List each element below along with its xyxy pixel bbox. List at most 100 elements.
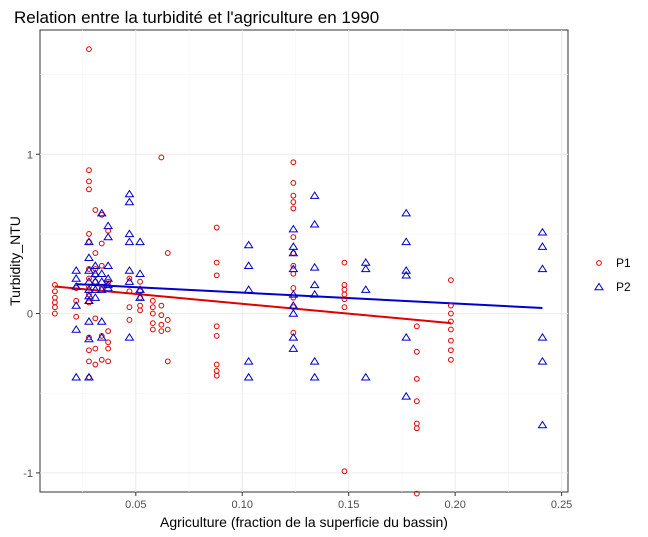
data-point-p2 xyxy=(135,293,145,301)
data-point-p2 xyxy=(124,266,135,274)
data-point-p1 xyxy=(413,425,420,432)
legend: P1 P2 xyxy=(594,256,631,294)
data-point-p1 xyxy=(213,224,220,231)
data-point-p1 xyxy=(98,211,105,218)
data-point-p1 xyxy=(164,326,171,333)
data-point-p2 xyxy=(309,356,320,365)
data-point-p2 xyxy=(288,248,299,257)
data-point-p1 xyxy=(73,285,80,291)
data-point-p2 xyxy=(84,277,94,285)
data-point-p1 xyxy=(52,281,58,288)
data-point-p1 xyxy=(448,302,454,309)
data-point-p2 xyxy=(71,372,82,381)
legend-label-p2: P2 xyxy=(616,280,631,294)
data-point-p1 xyxy=(448,310,454,317)
data-point-p1 xyxy=(92,315,99,322)
panel-border xyxy=(39,29,569,493)
y-tick-label: 0 xyxy=(27,309,33,321)
data-point-p2 xyxy=(124,332,135,341)
data-point-p1 xyxy=(290,180,297,186)
data-point-p2 xyxy=(243,261,254,269)
trend-line-p1 xyxy=(54,285,451,325)
data-point-p1 xyxy=(413,323,420,330)
data-point-p1 xyxy=(149,320,156,327)
data-point-p1 xyxy=(86,299,92,306)
data-point-p2 xyxy=(401,237,412,246)
data-point-p2 xyxy=(243,372,254,381)
data-point-p1 xyxy=(98,262,105,269)
data-point-p1 xyxy=(105,328,112,334)
data-point-p2 xyxy=(288,309,299,317)
data-point-p1 xyxy=(341,259,348,266)
data-point-p1 xyxy=(448,337,454,344)
data-point-p2 xyxy=(135,237,145,246)
data-point-p1 xyxy=(413,348,420,355)
data-point-p2 xyxy=(360,264,371,273)
data-point-p1 xyxy=(105,345,112,352)
y-tick-label: -1 xyxy=(23,468,33,480)
data-point-p2 xyxy=(103,261,114,269)
data-point-p1 xyxy=(413,490,420,497)
data-point-p1 xyxy=(158,302,165,309)
data-point-p1 xyxy=(448,277,454,284)
data-point-p1 xyxy=(413,398,420,405)
data-point-p1 xyxy=(448,326,454,333)
data-point-p1 xyxy=(341,304,348,311)
data-point-p2 xyxy=(124,229,135,238)
data-point-p1 xyxy=(290,199,297,205)
data-point-p1 xyxy=(158,312,165,319)
y-axis: -1 0 1 xyxy=(23,149,40,480)
data-point-p2 xyxy=(135,285,145,293)
data-point-p2 xyxy=(96,269,107,277)
data-point-p2 xyxy=(71,266,82,274)
data-point-p1 xyxy=(86,167,92,174)
data-point-p1 xyxy=(158,328,165,334)
data-point-p1 xyxy=(213,323,220,330)
data-point-p2 xyxy=(90,285,101,293)
data-point-p2 xyxy=(537,227,548,236)
data-point-p1 xyxy=(105,339,112,346)
data-point-p2 xyxy=(90,261,101,269)
data-point-p2 xyxy=(103,232,114,241)
plot-panel xyxy=(39,29,569,497)
data-point-p2 xyxy=(84,291,94,300)
data-point-p2 xyxy=(243,285,254,293)
data-point-p2 xyxy=(90,269,101,277)
data-point-p1 xyxy=(290,159,297,166)
data-points xyxy=(52,46,548,497)
legend-key-p2 xyxy=(594,282,604,291)
data-point-p1 xyxy=(73,313,80,320)
data-point-p1 xyxy=(290,329,297,336)
data-point-p1 xyxy=(149,304,156,311)
data-point-p2 xyxy=(90,293,101,301)
data-point-p1 xyxy=(158,154,165,161)
data-point-p1 xyxy=(137,307,143,314)
data-point-p1 xyxy=(92,207,99,213)
data-point-p1 xyxy=(52,310,58,317)
data-point-p1 xyxy=(126,275,133,282)
data-point-p2 xyxy=(103,221,114,230)
x-axis-title: Agriculture (fraction de la superficie d… xyxy=(160,514,448,530)
data-point-p2 xyxy=(135,269,145,277)
data-point-p2 xyxy=(124,237,135,246)
data-point-p2 xyxy=(401,391,412,400)
data-point-p1 xyxy=(213,361,220,368)
data-point-p2 xyxy=(401,332,412,341)
data-point-p1 xyxy=(86,178,92,185)
trend-lines xyxy=(54,283,543,325)
x-tick-label: 0.10 xyxy=(232,499,253,511)
data-point-p1 xyxy=(137,278,143,285)
data-point-p1 xyxy=(213,272,220,279)
data-point-p1 xyxy=(86,186,92,193)
data-point-p2 xyxy=(96,332,107,341)
data-point-p1 xyxy=(448,347,454,354)
data-point-p2 xyxy=(71,301,82,309)
data-point-p2 xyxy=(288,344,299,352)
x-axis: 0.05 0.10 0.15 0.20 0.25 xyxy=(125,492,572,511)
data-point-p2 xyxy=(84,317,94,325)
data-point-p2 xyxy=(71,324,82,333)
y-tick-label: 1 xyxy=(27,149,33,161)
data-point-p1 xyxy=(86,231,92,237)
data-point-p2 xyxy=(288,224,299,233)
data-point-p1 xyxy=(164,250,171,256)
